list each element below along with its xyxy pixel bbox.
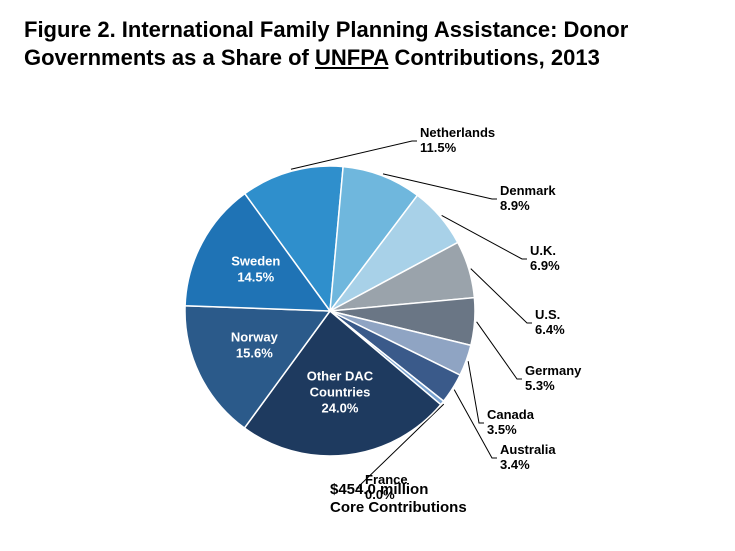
svg-text:Germany: Germany [525, 363, 582, 378]
chart-caption: $454.0 million [330, 481, 428, 498]
svg-text:Sweden: Sweden [231, 253, 280, 268]
svg-text:14.5%: 14.5% [237, 269, 274, 284]
svg-text:Canada: Canada [487, 407, 535, 422]
figure-title: Figure 2. International Family Planning … [0, 0, 735, 71]
svg-text:Australia: Australia [500, 442, 556, 457]
svg-text:6.4%: 6.4% [535, 322, 565, 337]
svg-text:U.K.: U.K. [530, 243, 556, 258]
svg-text:5.3%: 5.3% [525, 378, 555, 393]
svg-text:Norway: Norway [231, 330, 279, 345]
svg-text:3.5%: 3.5% [487, 422, 517, 437]
leader-line [471, 269, 532, 323]
svg-text:Countries: Countries [310, 385, 371, 400]
title-underlined: UNFPA [315, 45, 388, 70]
chart-caption: Core Contributions [330, 499, 467, 516]
leader-line [291, 141, 417, 169]
pie-chart: Netherlands11.5% Denmark8.9% U.K.6.9% U.S.6… [0, 71, 735, 541]
leader-line [468, 361, 484, 423]
svg-text:11.5%: 11.5% [420, 140, 457, 155]
svg-text:U.S.: U.S. [535, 307, 560, 322]
title-suffix: Contributions, 2013 [388, 45, 599, 70]
svg-text:15.6%: 15.6% [236, 346, 273, 361]
svg-text:Netherlands: Netherlands [420, 125, 495, 140]
svg-text:8.9%: 8.9% [500, 198, 530, 213]
leader-line [477, 322, 522, 379]
svg-text:6.9%: 6.9% [530, 258, 560, 273]
svg-text:Denmark: Denmark [500, 183, 556, 198]
svg-text:3.4%: 3.4% [500, 457, 530, 472]
svg-text:Other DAC: Other DAC [307, 369, 374, 384]
svg-text:24.0%: 24.0% [322, 401, 359, 416]
